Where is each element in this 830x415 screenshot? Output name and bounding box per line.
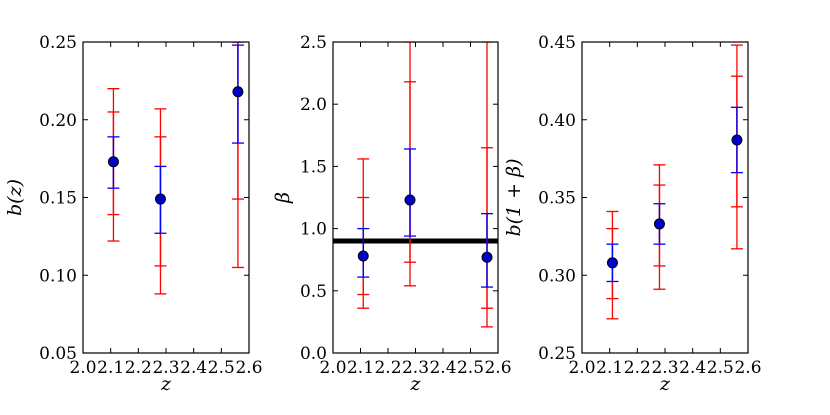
data-point-group-2 <box>154 108 167 295</box>
x-tick-label: 2.6 <box>484 358 511 378</box>
y-tick-label: 0.0 <box>300 344 327 364</box>
y-axis-label: b(1 + β) <box>503 158 525 236</box>
x-tick-label: 2.2 <box>624 358 651 378</box>
panel-1: 2.0 2.1 2.2 2.3 2.4 2.5 2.6 0.05 0.10 0.15 0.20 0.2… <box>4 33 263 395</box>
x-tick-label: 2.5 <box>457 358 484 378</box>
blue-errorbar <box>481 213 493 288</box>
x-tick-label: 2.1 <box>596 358 623 378</box>
data-point-group-1 <box>357 158 370 309</box>
panel-3: 2.0 2.1 2.2 2.3 2.4 2.5 2.6 0.25 0.30 0.35 0.40 0.4… <box>503 33 762 395</box>
data-point-group-3 <box>231 42 244 269</box>
y-tick-label: 2.0 <box>300 95 327 115</box>
plot-area <box>107 42 244 295</box>
plot-area <box>333 42 498 328</box>
y-tick-label: 0.25 <box>538 344 576 364</box>
y-tick-label: 0.05 <box>39 344 77 364</box>
data-point <box>357 250 369 262</box>
data-point <box>653 218 665 230</box>
data-point-group-3 <box>481 42 493 328</box>
x-tick-label: 2.6 <box>734 358 761 378</box>
y-tick-label: 0.30 <box>538 266 576 286</box>
data-point <box>404 194 416 206</box>
data-point-group-2 <box>404 42 416 287</box>
x-tick-label: 2.3 <box>651 358 678 378</box>
x-tick-label: 2.0 <box>69 358 96 378</box>
y-tick-label: 0.15 <box>39 189 77 209</box>
x-tick-label: 2.2 <box>374 358 401 378</box>
data-point <box>731 134 743 146</box>
x-axis-label: z <box>409 373 421 395</box>
x-axis-label: z <box>160 373 172 395</box>
data-point <box>481 251 493 263</box>
x-tick-label: 2.4 <box>429 358 456 378</box>
data-point-group-1 <box>107 88 120 242</box>
x-tick-label: 2.5 <box>208 358 235 378</box>
data-point <box>107 156 119 168</box>
axes-frame <box>581 41 749 354</box>
x-tick-label: 2.0 <box>568 358 595 378</box>
x-tick-label: 2.6 <box>235 358 262 378</box>
y-axis-label: b(z) <box>4 179 26 216</box>
data-point-group-1 <box>606 210 619 320</box>
data-point <box>606 257 618 269</box>
y-tick-label: 0.35 <box>538 189 576 209</box>
x-tick-label: 2.4 <box>679 358 706 378</box>
x-tick-label: 2.5 <box>707 358 734 378</box>
x-tick-label: 2.3 <box>152 358 179 378</box>
y-tick-label: 1.0 <box>300 220 327 240</box>
plot-area <box>606 44 743 320</box>
y-tick-label: 0.40 <box>538 111 576 131</box>
data-point <box>232 86 244 98</box>
x-axis-label: z <box>659 373 671 395</box>
y-tick-label: 0.25 <box>39 33 77 53</box>
y-tick-label: 1.5 <box>300 157 327 177</box>
x-tick-label: 2.0 <box>319 358 346 378</box>
data-point <box>154 193 166 205</box>
x-tick-label: 2.2 <box>125 358 152 378</box>
y-tick-label: 2.5 <box>300 33 327 53</box>
x-tick-label: 2.4 <box>180 358 207 378</box>
x-tick-label: 2.1 <box>97 358 124 378</box>
data-point-group-3 <box>730 44 743 250</box>
y-axis-label: β <box>272 192 294 204</box>
y-tick-label: 0.5 <box>300 282 327 302</box>
x-tick-label: 2.3 <box>402 358 429 378</box>
blue-errorbar <box>404 148 416 237</box>
y-tick-label: 0.10 <box>39 266 77 286</box>
data-point-group-2 <box>653 164 666 290</box>
panel-2: 2.0 2.1 2.2 2.3 2.4 2.5 2.60.00.51.01.52.02.5z… <box>272 33 512 395</box>
y-tick-label: 0.45 <box>538 33 576 53</box>
x-tick-label: 2.1 <box>347 358 374 378</box>
y-tick-label: 0.20 <box>39 111 77 131</box>
